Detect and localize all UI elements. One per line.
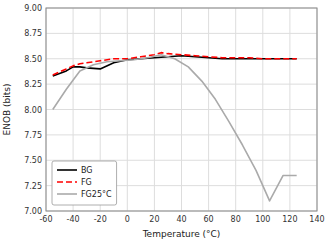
legend-item: FG — [57, 178, 92, 187]
plot-frame — [46, 8, 317, 211]
y-tick-label: 8.50 — [24, 55, 42, 64]
x-tick-label: -40 — [67, 215, 80, 224]
y-tick-label: 7.25 — [24, 182, 42, 191]
legend-label: FG — [81, 178, 92, 187]
legend-swatch — [57, 169, 77, 171]
grid — [46, 8, 317, 211]
y-grid-line — [46, 109, 317, 110]
x-axis-label: Temperature (°C) — [142, 229, 221, 239]
y-tick-label: 7.75 — [24, 131, 42, 140]
y-tick-label: 8.75 — [24, 29, 42, 38]
y-grid-line — [46, 84, 317, 85]
x-tick-label: 100 — [255, 215, 270, 224]
x-tick-label: 140 — [309, 215, 324, 224]
legend-swatch — [57, 193, 77, 195]
legend-label: BG — [81, 166, 93, 175]
x-tick-label: 120 — [282, 215, 297, 224]
x-tick-label: 60 — [204, 215, 214, 224]
y-axis-label: ENOB (bits) — [2, 84, 12, 136]
series-line — [53, 53, 297, 75]
x-tick-label: -60 — [39, 215, 52, 224]
y-grid-line — [46, 33, 317, 34]
legend-item: BG — [57, 166, 93, 175]
y-tick-label: 7.00 — [24, 207, 42, 216]
lines — [53, 53, 297, 201]
legend-label: FG25°C — [81, 190, 112, 199]
legend-item: FG25°C — [57, 190, 112, 199]
legend-box — [52, 161, 117, 205]
chart: -60 -40 -20 0 20 40 60 80 100 120 140 7.00 7.25 7.50 7… — [0, 0, 327, 243]
legend: BG FG FG25°C — [52, 161, 117, 205]
axes: -60 -40 -20 0 20 40 60 80 100 120 140 7.00 7.25 7.50 7… — [2, 4, 325, 239]
y-grid-line — [46, 134, 317, 135]
y-tick-label: 8.00 — [24, 106, 42, 115]
y-tick-label: 9.00 — [24, 4, 42, 13]
x-tick-label: 0 — [125, 215, 130, 224]
legend-swatch — [57, 181, 77, 183]
y-tick-label: 8.25 — [24, 80, 42, 89]
series-line — [53, 55, 297, 201]
x-tick-label: 80 — [231, 215, 241, 224]
x-tick-label: 20 — [149, 215, 159, 224]
y-tick-label: 7.50 — [24, 156, 42, 165]
x-tick-label: 40 — [176, 215, 186, 224]
x-tick-label: -20 — [94, 215, 107, 224]
